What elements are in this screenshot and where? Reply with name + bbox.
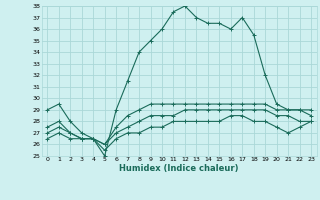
X-axis label: Humidex (Indice chaleur): Humidex (Indice chaleur) [119, 164, 239, 173]
